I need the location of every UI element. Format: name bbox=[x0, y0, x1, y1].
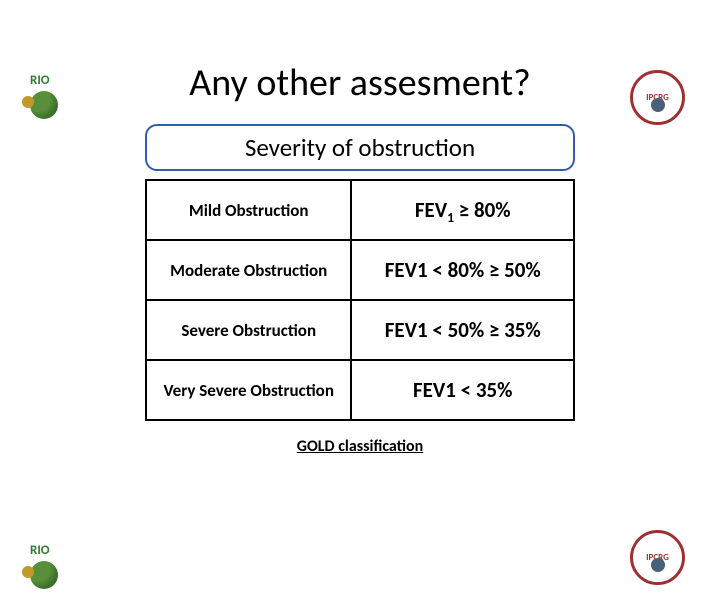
ipcrg-dot-icon-bottom bbox=[651, 558, 665, 572]
fev-cell: FEV1 < 80% ≥ 50% bbox=[351, 240, 574, 300]
fev-range: < 35% bbox=[456, 377, 513, 403]
page-title: Any other assesment? bbox=[0, 60, 720, 106]
fev-label: FEV bbox=[415, 197, 447, 223]
severity-cell: Moderate Obstruction bbox=[146, 240, 351, 300]
fev-cell: FEV1 < 50% ≥ 35% bbox=[351, 300, 574, 360]
severity-cell: Mild Obstruction bbox=[146, 180, 351, 240]
table-row: Mild Obstruction FEV1 ≥ 80% bbox=[146, 180, 574, 240]
logo-ipcrg-bottom: IPCRG bbox=[630, 530, 690, 590]
footer-text: GOLD classification bbox=[0, 437, 720, 456]
subtitle-text: Severity of obstruction bbox=[245, 132, 475, 163]
table-row: Severe Obstruction FEV1 < 50% ≥ 35% bbox=[146, 300, 574, 360]
table-row: Very Severe Obstruction FEV1 < 35% bbox=[146, 360, 574, 420]
logo-rio-top: RIO bbox=[30, 70, 80, 120]
logo-ipcrg-top: IPCRG bbox=[630, 70, 690, 130]
table-row: Moderate Obstruction FEV1 < 80% ≥ 50% bbox=[146, 240, 574, 300]
fev-label: FEV1 bbox=[385, 317, 428, 343]
severity-cell: Very Severe Obstruction bbox=[146, 360, 351, 420]
table-body: Mild Obstruction FEV1 ≥ 80% Moderate Obs… bbox=[146, 180, 574, 420]
logo-rio-icon bbox=[30, 91, 58, 119]
fev-label: FEV1 bbox=[413, 377, 456, 403]
fev-label: FEV1 bbox=[385, 257, 428, 283]
fev-range: < 80% ≥ 50% bbox=[428, 257, 541, 283]
fev-cell: FEV1 ≥ 80% bbox=[351, 180, 574, 240]
logo-rio-bottom: RIO bbox=[30, 540, 80, 590]
ipcrg-dot-icon bbox=[651, 98, 665, 112]
logo-rio-icon-bottom bbox=[30, 561, 58, 589]
fev-cell: FEV1 < 35% bbox=[351, 360, 574, 420]
logo-rio-text-bottom: RIO bbox=[30, 543, 50, 558]
fev-range: ≥ 80% bbox=[454, 197, 511, 223]
subtitle-box: Severity of obstruction bbox=[145, 124, 575, 171]
severity-cell: Severe Obstruction bbox=[146, 300, 351, 360]
ipcrg-circle-icon-bottom: IPCRG bbox=[630, 530, 685, 585]
fev-subscript: 1 bbox=[447, 209, 454, 226]
ipcrg-circle-icon: IPCRG bbox=[630, 70, 685, 125]
fev-range: < 50% ≥ 35% bbox=[428, 317, 541, 343]
logo-rio-text: RIO bbox=[30, 73, 50, 88]
severity-table: Mild Obstruction FEV1 ≥ 80% Moderate Obs… bbox=[145, 179, 575, 421]
